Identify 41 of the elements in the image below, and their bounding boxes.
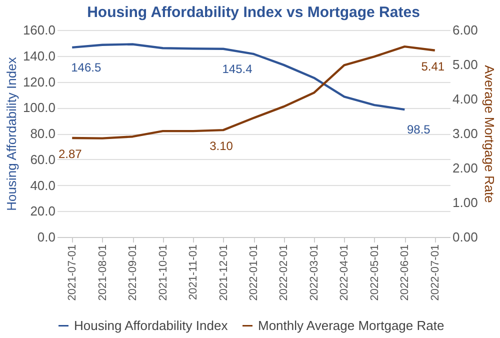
y-tick-label: 100.0: [22, 100, 56, 116]
y2-tick-label: 6.00: [452, 22, 478, 38]
x-tick-label: 2022-04-01: [338, 244, 351, 301]
y2-tick-label: 5.00: [452, 57, 478, 72]
data-label: 145.4: [222, 62, 253, 76]
chart-title: Housing Affordability Index vs Mortgage Rates: [87, 4, 420, 21]
x-tick-label: 2022-06-01: [399, 244, 412, 301]
y-tick-label: 140.0: [22, 48, 56, 64]
data-label: 3.10: [210, 139, 234, 154]
data-label: 98.5: [406, 122, 431, 137]
data-label: 5.41: [421, 59, 445, 74]
x-tick-label: 2022-02-01: [278, 244, 290, 301]
y-tick-label: 40.0: [30, 178, 56, 193]
x-tick-label: 2022-01-01: [248, 244, 260, 301]
y-tick-label: 160.0: [22, 22, 56, 38]
data-label: 146.5: [71, 60, 102, 74]
x-tick-label: 2021-08-01: [96, 244, 109, 301]
line-series: [71, 43, 406, 111]
y2-tick-label: 2.00: [452, 160, 478, 176]
x-tick-label: 2022-03-01: [308, 244, 320, 301]
x-tick-label: 2022-07-01: [429, 244, 442, 301]
x-tick-label: 2022-05-01: [368, 244, 381, 301]
y-tick-label: 60.0: [30, 152, 56, 167]
y-tick-label: 120.0: [22, 74, 56, 90]
x-tick-label: 2021-11-01: [188, 244, 200, 300]
x-tick-label: 2021-12-01: [218, 244, 230, 301]
y-tick-label: 20.0: [30, 204, 56, 219]
y-tick-label: 80.0: [30, 126, 56, 141]
legend-label: Housing Affordability Index: [74, 318, 228, 333]
legend-label: Monthly Average Mortgage Rate: [258, 318, 444, 333]
y-tick-label: 0.0: [37, 230, 56, 244]
y2-tick-label: 0.00: [452, 230, 478, 244]
y-axis-title: Housing Affordability Index: [4, 56, 19, 211]
x-tick-label: 2021-10-01: [157, 244, 170, 301]
data-label: 2.87: [58, 146, 82, 161]
y2-axis-title: Average Mortgage Rate: [482, 65, 497, 203]
x-tick-label: 2021-09-01: [127, 244, 140, 301]
x-tick-label: 2021-07-01: [66, 244, 79, 301]
y2-tick-label: 3.00: [452, 126, 478, 141]
y2-tick-label: 1.00: [452, 195, 478, 210]
y2-tick-label: 4.00: [452, 92, 478, 106]
